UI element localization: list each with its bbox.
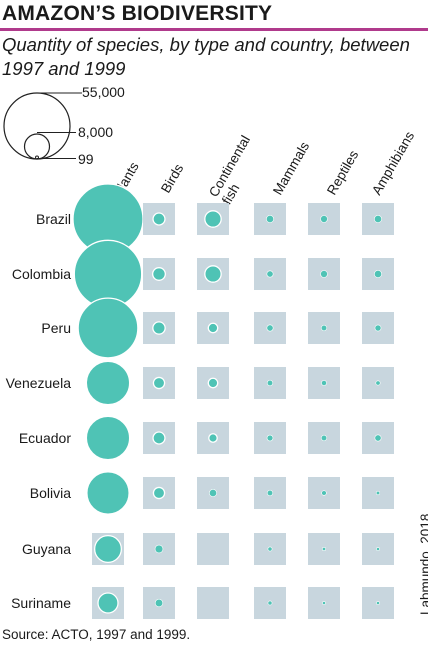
bubble-venezuela-continental-fish	[207, 377, 219, 389]
row-label-brazil: Brazil	[35, 211, 71, 227]
bubble-ecuador-reptiles	[320, 434, 328, 442]
source-note: Source: ACTO, 1997 and 1999.	[2, 627, 191, 642]
bubble-suriname-amphibians	[376, 601, 380, 605]
bubble-venezuela-birds	[152, 376, 166, 390]
bubble-suriname-reptiles	[322, 601, 326, 605]
row-label-venezuela: Venezuela	[5, 375, 71, 391]
bubble-ecuador-amphibians	[374, 434, 382, 442]
bubble-ecuador-birds	[152, 431, 166, 445]
row-label-colombia: Colombia	[11, 266, 71, 282]
bubble-ecuador-continental-fish	[208, 433, 218, 443]
bubble-suriname-plants	[97, 592, 119, 614]
title-rule	[0, 28, 428, 31]
credit-note: Labmundo, 2018	[418, 513, 428, 615]
bubble-peru-continental-fish	[207, 322, 219, 334]
bubble-colombia-reptiles	[320, 270, 328, 278]
bubble-peru-amphibians	[374, 324, 382, 332]
bubble-colombia-birds	[152, 267, 166, 281]
bubble-guyana-birds	[154, 544, 164, 554]
row-label-guyana: Guyana	[21, 541, 71, 557]
bubble-brazil-amphibians	[374, 215, 382, 223]
cell-suriname-continental-fish	[197, 587, 229, 619]
bubble-colombia-amphibians	[374, 270, 382, 278]
bubble-suriname-mammals	[267, 600, 273, 606]
bubble-guyana-plants	[94, 535, 123, 564]
row-label-bolivia: Bolivia	[29, 485, 71, 501]
bubble-peru-plants	[77, 297, 139, 359]
cell-guyana-continental-fish	[197, 533, 229, 565]
bubble-venezuela-reptiles	[321, 380, 327, 386]
bubble-ecuador-plants	[85, 415, 131, 461]
bubble-ecuador-mammals	[266, 434, 274, 442]
bubble-brazil-mammals	[266, 215, 274, 223]
row-label-suriname: Suriname	[11, 595, 71, 611]
legend-label-small: 99	[78, 151, 94, 167]
bubble-bolivia-birds	[152, 486, 166, 500]
bubble-bolivia-continental-fish	[209, 489, 217, 497]
bubble-venezuela-mammals	[266, 379, 274, 387]
bubble-peru-reptiles	[320, 324, 328, 332]
bubble-venezuela-amphibians	[375, 380, 381, 386]
bubble-peru-birds	[152, 321, 166, 335]
bubble-guyana-mammals	[267, 546, 273, 552]
row-label-peru: Peru	[41, 320, 71, 336]
bubble-brazil-continental-fish	[204, 210, 222, 228]
bubble-brazil-birds	[152, 212, 166, 226]
bubble-venezuela-plants	[85, 360, 131, 406]
bubble-guyana-reptiles	[321, 546, 326, 551]
legend-label-medium: 8,000	[78, 124, 114, 140]
bubble-guyana-amphibians	[376, 547, 380, 551]
bubble-peru-mammals	[266, 324, 274, 332]
bubble-bolivia-plants	[86, 471, 130, 515]
bubble-suriname-birds	[154, 598, 164, 608]
bubble-bolivia-reptiles	[321, 490, 327, 496]
legend-label-large: 55,000	[82, 84, 125, 100]
bubble-colombia-mammals	[266, 270, 274, 278]
legend-circle-small	[35, 155, 39, 160]
bubble-brazil-reptiles	[320, 215, 328, 223]
bubble-bolivia-mammals	[266, 489, 274, 497]
size-legend	[3, 92, 82, 160]
row-label-ecuador: Ecuador	[18, 430, 71, 446]
chart-title: AMAZON’S BIODIVERSITY	[2, 2, 273, 25]
chart-subtitle: Quantity of species, by type and country…	[2, 34, 410, 79]
bubble-colombia-continental-fish	[204, 265, 222, 283]
bubble-bolivia-amphibians	[375, 490, 381, 496]
